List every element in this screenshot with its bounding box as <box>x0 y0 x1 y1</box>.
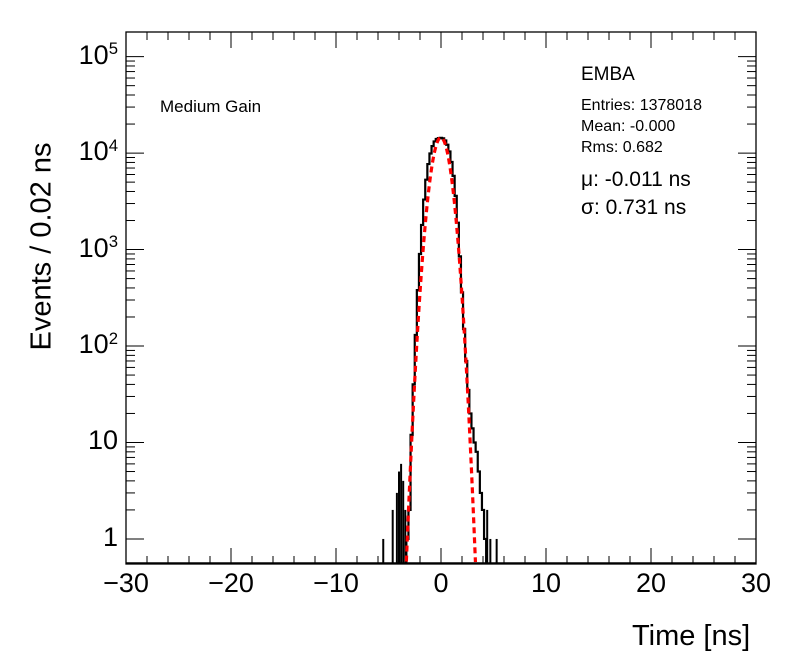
y-tick-exponent: 3 <box>108 232 118 252</box>
y-tick-label: 1 <box>103 522 118 553</box>
x-tick-label: 20 <box>635 568 667 598</box>
entries-stat: Entries: 1378018 <box>581 97 702 114</box>
y-tick-base: 10 <box>78 39 109 70</box>
y-tick-base: 10 <box>78 329 109 360</box>
x-axis-label: Time [ns] <box>632 620 751 652</box>
y-tick-label: 102 <box>79 329 118 360</box>
y-tick-label: 10 <box>88 425 118 456</box>
y-tick-label: 104 <box>79 136 118 167</box>
x-tick-label: 0 <box>433 568 449 598</box>
y-tick-exponent: 4 <box>108 135 118 155</box>
fit-mu-label: μ: -0.011 ns <box>581 168 691 191</box>
x-tick-label: 30 <box>740 568 772 598</box>
y-tick-base: 10 <box>78 136 109 167</box>
mean-stat: Mean: -0.000 <box>581 118 676 135</box>
gaussian-fit-series <box>404 135 478 563</box>
x-tick-label: −30 <box>103 568 149 598</box>
y-tick-base: 1 <box>102 521 118 552</box>
y-tick-exponent: 5 <box>108 39 118 59</box>
y-tick-base: 10 <box>87 425 118 456</box>
y-axis-label: Events / 0.02 ns <box>25 142 58 351</box>
x-tick-label: −10 <box>313 568 359 598</box>
axis-ticks <box>125 32 757 564</box>
fit-sigma-label: σ: 0.731 ns <box>581 196 687 219</box>
y-tick-exponent: 2 <box>108 328 118 348</box>
rms-stat: Rms: 0.682 <box>581 139 663 156</box>
category-label: Medium Gain <box>160 97 262 116</box>
x-tick-label: 10 <box>530 568 562 598</box>
partition-label: EMBA <box>581 64 635 85</box>
y-tick-base: 10 <box>78 232 109 263</box>
y-tick-label: 105 <box>78 39 118 71</box>
y-tick-label: 103 <box>78 232 118 264</box>
x-tick-label: −20 <box>208 568 254 598</box>
